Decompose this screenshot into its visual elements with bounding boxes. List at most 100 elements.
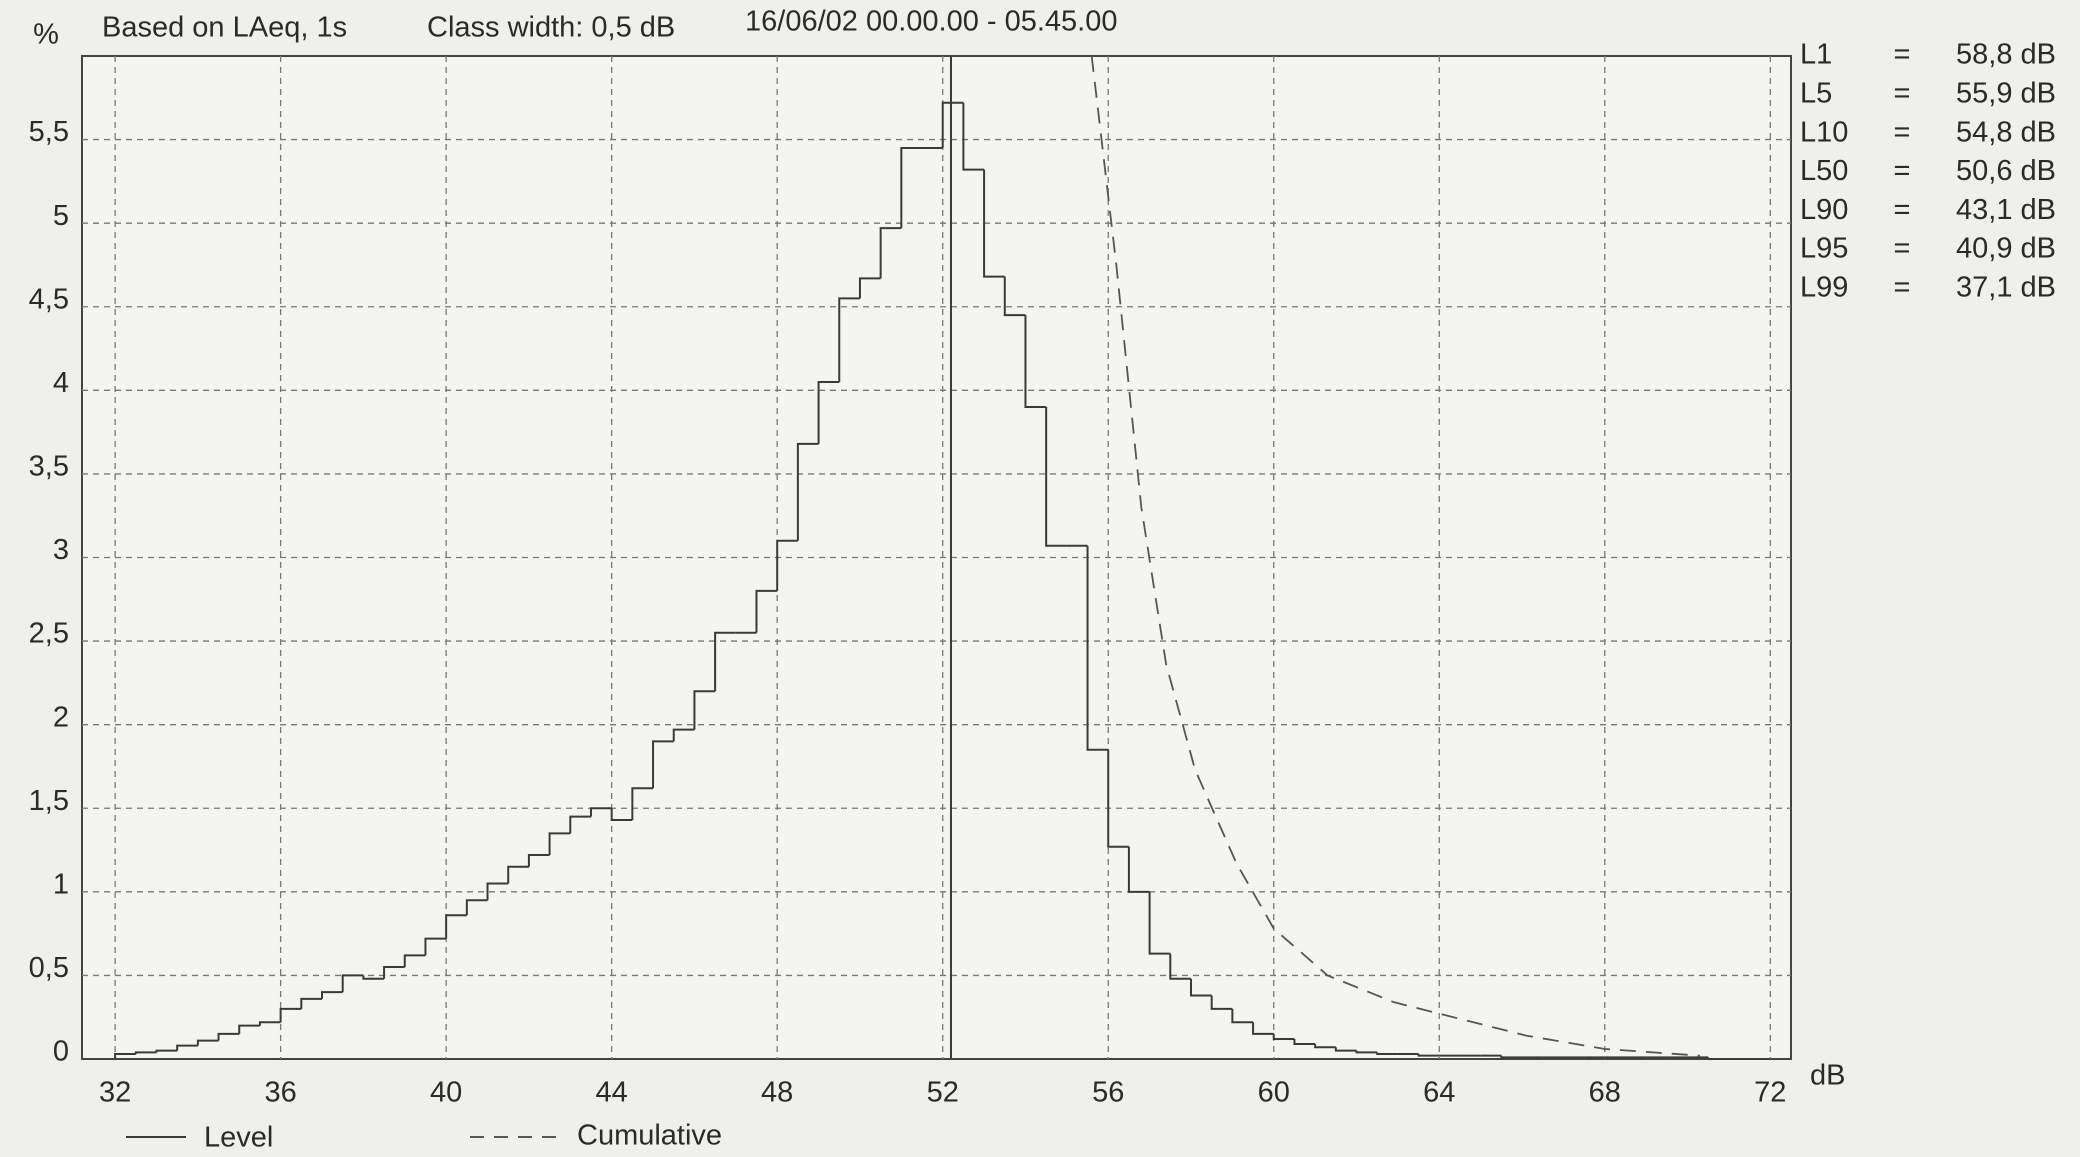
histogram-step xyxy=(900,146,923,229)
x-tick-label: 64 xyxy=(1423,1077,1455,1109)
histogram-step xyxy=(1500,1055,1523,1059)
histogram-step xyxy=(445,914,467,939)
stat-separator: = xyxy=(1894,194,1911,226)
histogram-step xyxy=(548,832,571,856)
stat-value: 40,9 dB xyxy=(1956,233,2056,265)
histogram-step xyxy=(755,589,778,633)
histogram-step xyxy=(238,1024,260,1034)
x-tick-label: 44 xyxy=(596,1077,628,1109)
y-tick-label: 0 xyxy=(53,1036,69,1068)
histogram-step xyxy=(569,815,591,834)
histogram-step xyxy=(879,227,902,279)
histogram-step xyxy=(1003,276,1026,317)
legend-label: Cumulative xyxy=(577,1120,722,1152)
stat-label: L95 xyxy=(1800,233,1848,265)
histogram-step xyxy=(983,169,1005,278)
histogram-step xyxy=(1355,1050,1378,1054)
y-tick-label: 1 xyxy=(53,868,69,900)
histogram-step xyxy=(176,1044,198,1051)
stat-value: 54,8 dB xyxy=(1956,116,2056,148)
histogram-step xyxy=(424,937,447,956)
y-tick-label: 1,5 xyxy=(29,785,69,817)
y-tick-label: 4 xyxy=(53,367,69,399)
histogram-step xyxy=(341,974,364,993)
histogram-step xyxy=(196,1039,219,1046)
stat-separator: = xyxy=(1894,271,1911,303)
histogram-step xyxy=(776,539,798,591)
x-tick-label: 68 xyxy=(1589,1077,1621,1109)
histogram-step xyxy=(672,728,695,742)
histogram-step xyxy=(258,1021,281,1026)
histogram-step xyxy=(155,1049,178,1053)
histogram-step xyxy=(1252,1022,1274,1035)
x-tick-label: 56 xyxy=(1092,1077,1124,1109)
histogram-step xyxy=(1024,315,1047,409)
histogram-step xyxy=(693,690,716,730)
y-tick-label: 5 xyxy=(53,200,69,232)
x-tick-label: 48 xyxy=(761,1077,793,1109)
histogram-step xyxy=(1169,953,1191,980)
histogram-step xyxy=(1334,1047,1357,1052)
histogram-step xyxy=(1417,1053,1440,1057)
histogram-step xyxy=(1272,1033,1295,1040)
histogram-step xyxy=(1293,1038,1316,1045)
histogram-step xyxy=(817,380,840,444)
x-tick-label: 32 xyxy=(99,1077,131,1109)
x-tick-label: 40 xyxy=(430,1077,462,1109)
histogram-step xyxy=(1189,978,1212,997)
stat-label: L5 xyxy=(1800,77,1832,109)
histogram-step xyxy=(1045,407,1067,547)
histogram-step xyxy=(652,740,674,789)
x-tick-label: 60 xyxy=(1258,1077,1290,1109)
histogram-step xyxy=(465,899,488,916)
y-axis-label: % xyxy=(33,19,59,51)
x-tick-label: 36 xyxy=(264,1077,296,1109)
histogram-step xyxy=(507,865,529,884)
x-tick-label: 52 xyxy=(927,1077,959,1109)
header-text: Class width: 0,5 dB xyxy=(427,12,675,44)
histogram-step xyxy=(279,1007,302,1023)
stat-value: 55,9 dB xyxy=(1956,77,2056,109)
histogram-step xyxy=(589,807,612,817)
histogram-step xyxy=(1231,1008,1254,1024)
histogram-step xyxy=(962,102,985,171)
stat-label: L99 xyxy=(1800,271,1848,303)
histogram-step xyxy=(134,1051,157,1054)
histogram-step xyxy=(114,1052,136,1059)
stat-separator: = xyxy=(1894,233,1911,265)
header-text: 16/06/02 00.00.00 - 05.45.00 xyxy=(745,6,1117,38)
histogram-step xyxy=(217,1032,240,1041)
histogram-step xyxy=(714,631,736,692)
histogram-step xyxy=(383,966,405,979)
histogram-step xyxy=(486,882,509,901)
histogram-step xyxy=(1086,545,1109,751)
histogram-step xyxy=(300,997,323,1009)
stat-label: L10 xyxy=(1800,116,1848,148)
y-tick-label: 3,5 xyxy=(29,451,69,483)
y-tick-label: 3 xyxy=(53,534,69,566)
x-tick-label: 72 xyxy=(1754,1077,1786,1109)
histogram-step xyxy=(527,854,550,867)
histogram-step xyxy=(1210,995,1233,1010)
y-tick-label: 4,5 xyxy=(29,283,69,315)
histogram-step xyxy=(1376,1052,1398,1055)
y-tick-label: 2 xyxy=(53,701,69,733)
y-tick-label: 5,5 xyxy=(29,116,69,148)
stat-label: L50 xyxy=(1800,155,1848,187)
histogram-step xyxy=(1148,891,1171,955)
stat-separator: = xyxy=(1894,39,1911,71)
histogram-step xyxy=(838,297,860,382)
histogram-step xyxy=(1314,1043,1336,1049)
header-text: Based on LAeq, 1s xyxy=(102,12,347,44)
histogram-step xyxy=(858,277,881,299)
stat-value: 58,8 dB xyxy=(1956,39,2056,71)
histogram-step xyxy=(796,442,819,541)
stat-separator: = xyxy=(1894,77,1911,109)
histogram-step xyxy=(362,975,385,980)
stat-label: L90 xyxy=(1800,194,1848,226)
stat-value: 43,1 dB xyxy=(1956,194,2056,226)
cumulative-line xyxy=(1090,56,1701,1057)
stat-separator: = xyxy=(1894,116,1911,148)
histogram-step xyxy=(1707,1057,1729,1060)
